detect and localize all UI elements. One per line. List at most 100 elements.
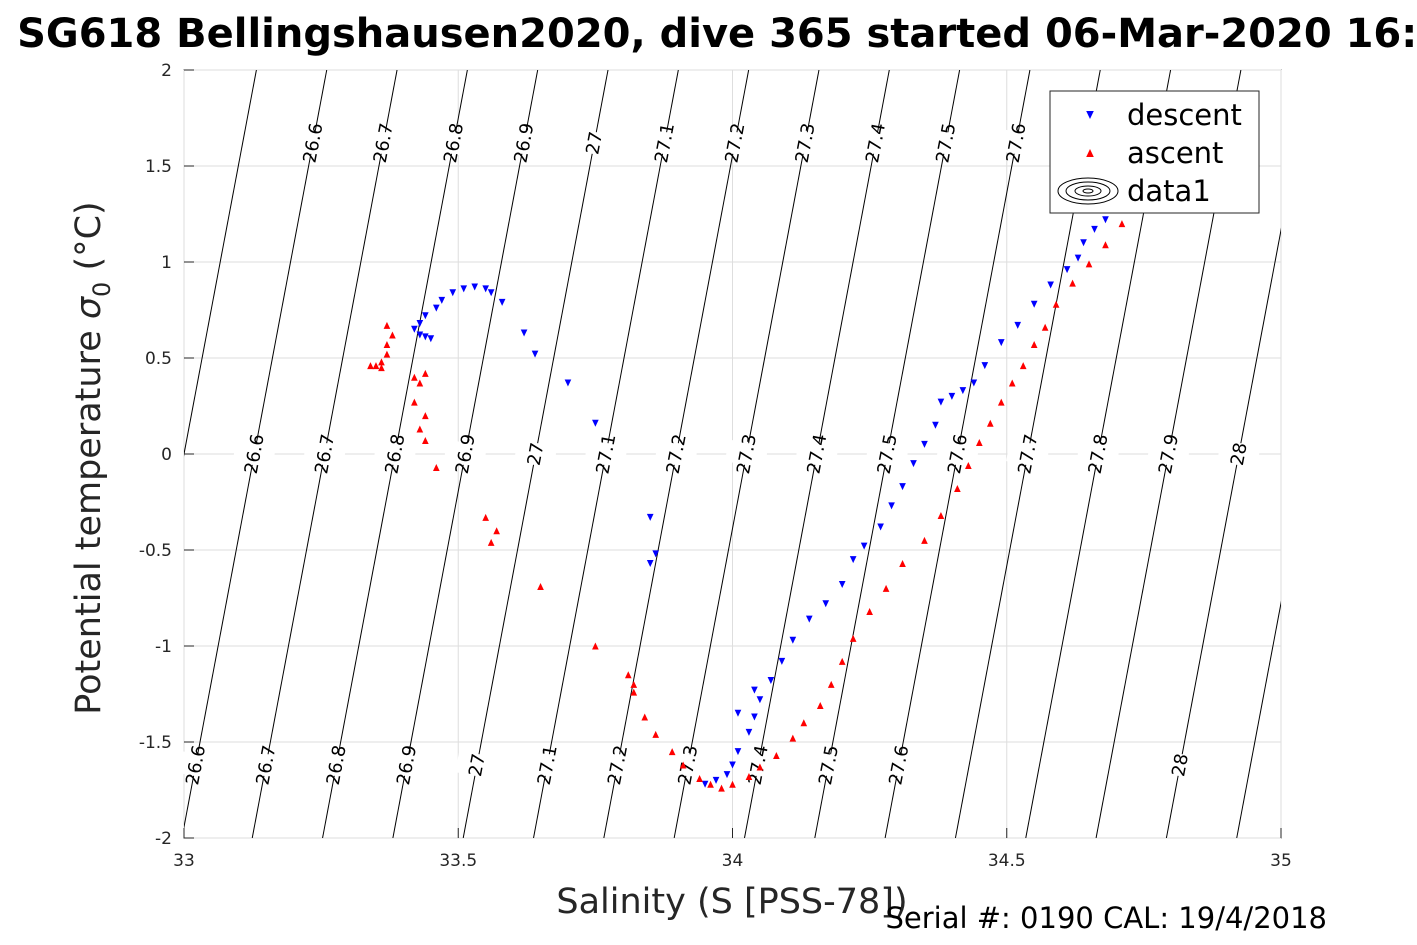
isopycnal: 27 27 27 — [455, 70, 616, 838]
data-point — [372, 362, 380, 370]
data-point — [592, 419, 599, 427]
y-axis-label-text: Potential temperature — [69, 330, 109, 714]
data-point — [800, 719, 808, 727]
x-tick-label: 33 — [173, 851, 195, 871]
isopycnal-label-bg — [1076, 439, 1120, 469]
data-point — [701, 780, 709, 788]
data-point — [1091, 225, 1098, 233]
data-point — [838, 581, 846, 589]
isopycnal-label-bg — [244, 750, 288, 780]
data-point — [789, 636, 797, 644]
data-point — [751, 686, 758, 694]
data-point — [1014, 321, 1022, 329]
data-point — [997, 398, 1005, 406]
data-point — [718, 784, 725, 792]
x-tick-label: 35 — [1270, 851, 1292, 871]
isopycnal-label-bg — [736, 750, 780, 780]
legend-marker — [1086, 149, 1094, 157]
data-point — [910, 460, 917, 468]
data-point — [416, 425, 424, 433]
data-point — [624, 671, 632, 679]
data-point — [948, 392, 956, 400]
data-point — [416, 379, 424, 387]
isopycnal-label: 28 — [1168, 752, 1193, 778]
data-point — [723, 771, 731, 779]
isopycnal-line — [1236, 600, 1281, 838]
data-point — [383, 350, 391, 358]
isopycnal-label-bg — [361, 128, 405, 158]
data-point — [729, 761, 736, 769]
legend-marker — [1086, 111, 1094, 119]
x-axis-ticks: 33 33.5 34 34.5 35 — [173, 828, 1292, 871]
data-point — [981, 362, 989, 370]
isopycnal-label-bg — [724, 439, 769, 469]
data-point — [422, 312, 429, 320]
data-point — [937, 398, 945, 406]
data-point — [498, 298, 506, 306]
data-point — [1069, 279, 1076, 287]
series-descent — [411, 149, 1170, 788]
isopycnal-label-bg — [1217, 439, 1261, 469]
y-tick-label: 2 — [161, 61, 172, 81]
isopycnal-label-bg — [291, 128, 335, 158]
y-tick-label: -1 — [155, 637, 172, 657]
data-point — [882, 584, 890, 592]
data-point — [838, 657, 846, 665]
data-point — [778, 657, 786, 665]
isopycnal-label-bg — [713, 128, 757, 158]
isopycnal: 27.127.127.1 — [525, 70, 687, 838]
isopycnal-label-bg — [806, 750, 851, 780]
legend-entry: descent — [1127, 98, 1242, 132]
data-point — [630, 680, 638, 688]
data-point — [696, 774, 703, 782]
x-tick-label: 33.5 — [439, 851, 477, 871]
data-point — [422, 437, 429, 445]
isopycnal — [1236, 600, 1281, 838]
isopycnal-label-bg — [595, 750, 640, 780]
data-point — [767, 677, 775, 685]
isopycnal-label: 28 — [1227, 441, 1252, 467]
data-point — [986, 419, 994, 427]
y-tick-label: 0.5 — [145, 349, 172, 369]
data-point — [367, 362, 374, 370]
data-point — [641, 713, 649, 721]
data-point — [1047, 281, 1054, 289]
isopycnal-label-bg — [1006, 439, 1050, 469]
y-tick-label: 0 — [161, 445, 172, 465]
data-point — [959, 387, 967, 395]
data-point — [630, 688, 638, 696]
isopycnal-label-bg — [431, 128, 476, 158]
isopycnal-label-bg — [314, 750, 359, 780]
data-point — [427, 335, 435, 343]
data-point — [537, 582, 544, 590]
y-tick-label: -0.5 — [139, 541, 172, 561]
data-point — [789, 734, 797, 742]
data-point — [416, 331, 424, 339]
data-point — [482, 513, 489, 521]
data-point — [921, 440, 928, 448]
data-point — [646, 559, 654, 567]
data-point — [416, 319, 424, 327]
isopycnal-label-bg — [865, 439, 909, 469]
isopycnal-label-bg — [584, 439, 628, 469]
x-tick-label: 34.5 — [988, 851, 1026, 871]
data-point — [734, 709, 742, 717]
isopycnal: 27.427.427.4 — [736, 70, 898, 838]
legend-entry: data1 — [1127, 174, 1211, 208]
data-point — [383, 321, 391, 329]
isopycnal-label: 27 — [582, 130, 607, 156]
data-point — [707, 780, 714, 788]
data-point — [1074, 254, 1082, 262]
isopycnal-label-bg — [384, 750, 429, 780]
data-point — [866, 607, 873, 615]
isopycnal-label-bg — [502, 128, 546, 158]
data-point — [422, 412, 429, 420]
isopycnal-label-bg — [654, 439, 698, 469]
data-point — [564, 379, 572, 387]
data-point — [438, 296, 446, 304]
y-axis-label-symbol: σ — [69, 295, 109, 319]
data-point — [1052, 300, 1060, 308]
legend: descent ascent data1 — [1049, 90, 1260, 214]
isopycnal-label-bg — [302, 439, 347, 469]
